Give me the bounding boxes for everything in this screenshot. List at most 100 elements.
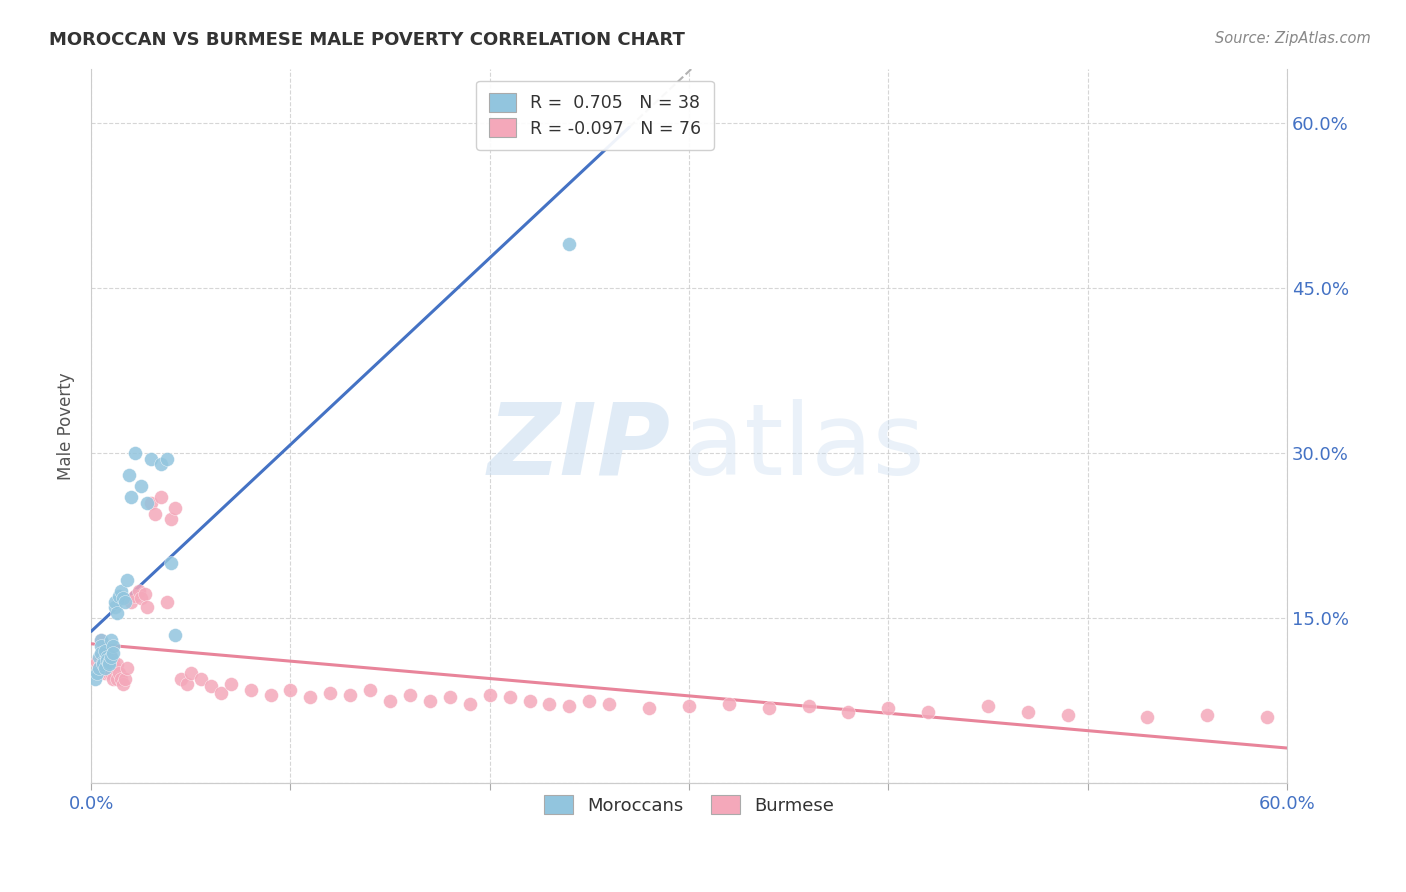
Point <box>190 672 212 686</box>
Point <box>101 639 124 653</box>
Point <box>163 501 186 516</box>
Point <box>439 690 461 705</box>
Point <box>977 699 1000 714</box>
Point <box>105 657 128 672</box>
Point <box>259 688 281 702</box>
Point <box>112 591 135 606</box>
Point <box>149 490 172 504</box>
Point <box>89 660 111 674</box>
Text: Source: ZipAtlas.com: Source: ZipAtlas.com <box>1215 31 1371 46</box>
Point <box>160 556 183 570</box>
Point <box>105 606 128 620</box>
Y-axis label: Male Poverty: Male Poverty <box>58 372 75 480</box>
Point <box>209 686 232 700</box>
Point <box>110 583 132 598</box>
Point <box>104 595 127 609</box>
Point <box>678 699 700 714</box>
Point <box>758 701 780 715</box>
Point <box>90 633 112 648</box>
Point <box>1017 705 1039 719</box>
Point <box>378 693 401 707</box>
Point <box>115 660 138 674</box>
Point <box>108 589 131 603</box>
Point <box>90 646 112 660</box>
Point <box>139 496 162 510</box>
Point <box>94 660 117 674</box>
Point <box>339 688 361 702</box>
Point <box>129 591 152 606</box>
Point <box>124 446 146 460</box>
Point <box>89 649 111 664</box>
Point <box>299 690 322 705</box>
Point <box>104 600 127 615</box>
Point <box>1136 710 1159 724</box>
Point <box>90 639 112 653</box>
Point <box>98 657 121 672</box>
Point <box>86 655 108 669</box>
Point <box>124 589 146 603</box>
Point <box>91 657 114 672</box>
Point <box>176 677 198 691</box>
Point <box>458 697 481 711</box>
Point <box>100 649 122 664</box>
Point <box>143 507 166 521</box>
Point <box>280 682 302 697</box>
Point <box>100 649 122 664</box>
Text: ZIP: ZIP <box>488 399 671 496</box>
Point <box>86 666 108 681</box>
Point <box>100 633 122 648</box>
Text: MOROCCAN VS BURMESE MALE POVERTY CORRELATION CHART: MOROCCAN VS BURMESE MALE POVERTY CORRELA… <box>49 31 685 49</box>
Point <box>578 693 600 707</box>
Point <box>96 649 118 664</box>
Point <box>108 666 131 681</box>
Point <box>110 672 132 686</box>
Point <box>98 655 121 669</box>
Point <box>519 693 541 707</box>
Point <box>478 688 501 702</box>
Point <box>101 646 124 660</box>
Point <box>118 468 141 483</box>
Point <box>1056 707 1078 722</box>
Point <box>100 666 122 681</box>
Point <box>101 655 124 669</box>
Point <box>136 600 159 615</box>
Point <box>170 672 193 686</box>
Point <box>877 701 900 715</box>
Point <box>120 595 142 609</box>
Point <box>319 686 342 700</box>
Point <box>180 666 202 681</box>
Point <box>917 705 939 719</box>
Point <box>558 699 581 714</box>
Point <box>558 237 581 252</box>
Point <box>156 595 179 609</box>
Point <box>105 672 128 686</box>
Point <box>94 666 117 681</box>
Point <box>717 697 740 711</box>
Point <box>94 644 117 658</box>
Point <box>91 639 114 653</box>
Point <box>837 705 859 719</box>
Point <box>219 677 242 691</box>
Point <box>104 660 127 674</box>
Point <box>797 699 820 714</box>
Point <box>129 479 152 493</box>
Point <box>114 672 136 686</box>
Point <box>90 649 112 664</box>
Point <box>94 644 117 658</box>
Point <box>160 512 183 526</box>
Point <box>136 496 159 510</box>
Point <box>128 583 150 598</box>
Point <box>200 679 222 693</box>
Point <box>399 688 422 702</box>
Text: atlas: atlas <box>683 399 925 496</box>
Point <box>101 672 124 686</box>
Point <box>115 573 138 587</box>
Point <box>139 451 162 466</box>
Point <box>96 653 118 667</box>
Point <box>359 682 381 697</box>
Point <box>239 682 262 697</box>
Point <box>1197 707 1219 722</box>
Legend: Moroccans, Burmese: Moroccans, Burmese <box>533 784 845 825</box>
Point <box>91 655 114 669</box>
Point <box>114 595 136 609</box>
